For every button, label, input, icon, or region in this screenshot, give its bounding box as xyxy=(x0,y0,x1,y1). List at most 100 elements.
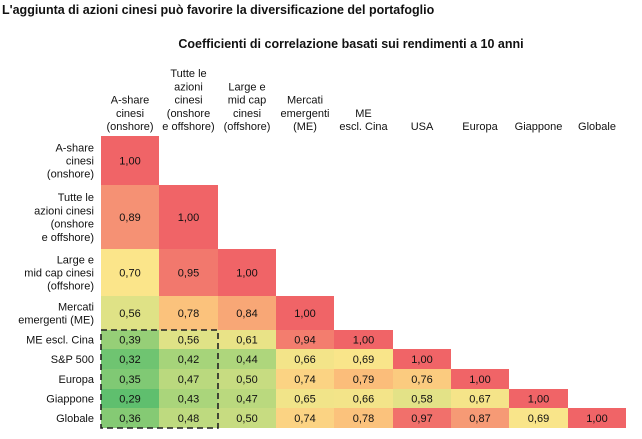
row-header-line: azioni cinesi xyxy=(34,205,94,217)
heatmap-cell xyxy=(334,349,393,369)
heatmap-cell xyxy=(276,389,334,408)
heatmap-cell xyxy=(451,389,509,408)
heatmap-cell xyxy=(101,349,159,369)
row-header: Giappone xyxy=(46,394,94,406)
row-header-line: (offshore) xyxy=(47,281,94,293)
column-header-line: (onshore) xyxy=(106,121,153,133)
column-header-line: (ME) xyxy=(293,121,317,133)
cell-value-label: 0,65 xyxy=(294,394,315,406)
heatmap-cell xyxy=(568,408,626,428)
heatmap-cell xyxy=(159,185,218,249)
cell-value-label: 1,00 xyxy=(586,413,607,425)
row-header-line: e offshore) xyxy=(42,232,94,244)
heatmap-cell xyxy=(334,408,393,428)
heatmap-cell xyxy=(509,408,568,428)
heatmap-cell xyxy=(159,249,218,296)
column-header-line: (onshore xyxy=(167,108,210,120)
cell-value-label: 1,00 xyxy=(528,394,549,406)
column-header: Europa xyxy=(462,121,498,133)
cell-value-label: 0,89 xyxy=(119,212,140,224)
cell-value-label: 0,47 xyxy=(178,374,199,386)
row-header-line: mid cap cinesi xyxy=(24,268,94,280)
heatmap-cell xyxy=(218,369,276,389)
column-header: Globale xyxy=(578,121,616,133)
cell-value-label: 0,87 xyxy=(469,413,490,425)
heatmap-cell xyxy=(334,389,393,408)
cell-value-label: 0,70 xyxy=(119,268,140,280)
column-header: Giappone xyxy=(515,121,563,133)
cell-value-label: 0,58 xyxy=(411,394,432,406)
row-header: ME escl. Cina xyxy=(26,335,95,347)
row-header: Large e mid cap cinesi(offshore) xyxy=(24,254,94,292)
row-header: A-share cinesi(onshore) xyxy=(47,142,94,180)
heatmap-cell xyxy=(101,296,159,330)
column-header-line: ME xyxy=(355,108,372,120)
column-header-line: cinesi xyxy=(116,108,144,120)
heatmap-cell xyxy=(334,369,393,389)
cell-value-label: 0,47 xyxy=(236,394,257,406)
cell-value-label: 0,61 xyxy=(236,335,257,347)
heatmap-cell xyxy=(334,330,393,349)
row-header-line: emergenti (ME) xyxy=(18,315,94,327)
column-header-line: (offshore) xyxy=(224,121,271,133)
heatmap-cell xyxy=(159,296,218,330)
cell-value-label: 0,48 xyxy=(178,413,199,425)
heatmap-cell xyxy=(218,389,276,408)
row-header: S&P 500 xyxy=(51,354,94,366)
heatmap-cell xyxy=(218,330,276,349)
heatmap-cell xyxy=(276,296,334,330)
cell-value-label: 0,94 xyxy=(294,335,315,347)
heatmap-cell xyxy=(159,330,218,349)
heatmap-cell xyxy=(276,349,334,369)
cell-value-label: 0,56 xyxy=(178,335,199,347)
cell-value-label: 0,35 xyxy=(119,374,140,386)
column-header-line: Mercati xyxy=(287,95,323,107)
heatmap-cell xyxy=(276,330,334,349)
heatmap-cell xyxy=(218,296,276,330)
heatmap-cell xyxy=(509,389,568,408)
cell-value-label: 1,00 xyxy=(353,335,374,347)
cell-value-label: 0,42 xyxy=(178,354,199,366)
cell-value-label: 0,66 xyxy=(294,354,315,366)
cell-value-label: 0,95 xyxy=(178,268,199,280)
cell-value-label: 0,44 xyxy=(236,354,257,366)
column-header-line: e offshore) xyxy=(162,121,214,133)
heatmap-cell xyxy=(218,349,276,369)
row-header: Mercati emergenti (ME) xyxy=(18,301,94,326)
cell-value-label: 0,79 xyxy=(353,374,374,386)
column-header-line: mid cap xyxy=(228,95,267,107)
heatmap-cell xyxy=(393,408,451,428)
column-header-line: escl. Cina xyxy=(339,121,388,133)
cell-value-label: 0,32 xyxy=(119,354,140,366)
heatmap-cell xyxy=(393,389,451,408)
heatmap-cell xyxy=(393,369,451,389)
column-header-line: Giappone xyxy=(515,121,563,133)
cell-value-label: 0,66 xyxy=(353,394,374,406)
cell-value-label: 0,84 xyxy=(236,308,257,320)
heatmap-cell xyxy=(276,408,334,428)
row-header-line: cinesi xyxy=(66,156,94,168)
row-header-line: Mercati xyxy=(58,301,94,313)
cell-value-label: 0,29 xyxy=(119,394,140,406)
heatmap-cell xyxy=(159,349,218,369)
row-header: Globale xyxy=(56,413,94,425)
heatmap-cell xyxy=(218,408,276,428)
column-header-line: azioni xyxy=(174,81,203,93)
chart-subtitle: Coefficienti di correlazione basati sui … xyxy=(178,37,524,51)
cell-value-label: 0,78 xyxy=(178,308,199,320)
cell-value-label: 0,43 xyxy=(178,394,199,406)
cell-value-label: 0,74 xyxy=(294,374,315,386)
row-header-line: S&P 500 xyxy=(51,354,94,366)
cell-value-label: 0,74 xyxy=(294,413,315,425)
cell-value-label: 0,97 xyxy=(411,413,432,425)
heatmap-cell xyxy=(101,408,159,428)
column-header-line: Large e xyxy=(228,81,265,93)
cell-value-label: 0,69 xyxy=(353,354,374,366)
heatmap-cell xyxy=(218,249,276,296)
cell-value-label: 0,36 xyxy=(119,413,140,425)
